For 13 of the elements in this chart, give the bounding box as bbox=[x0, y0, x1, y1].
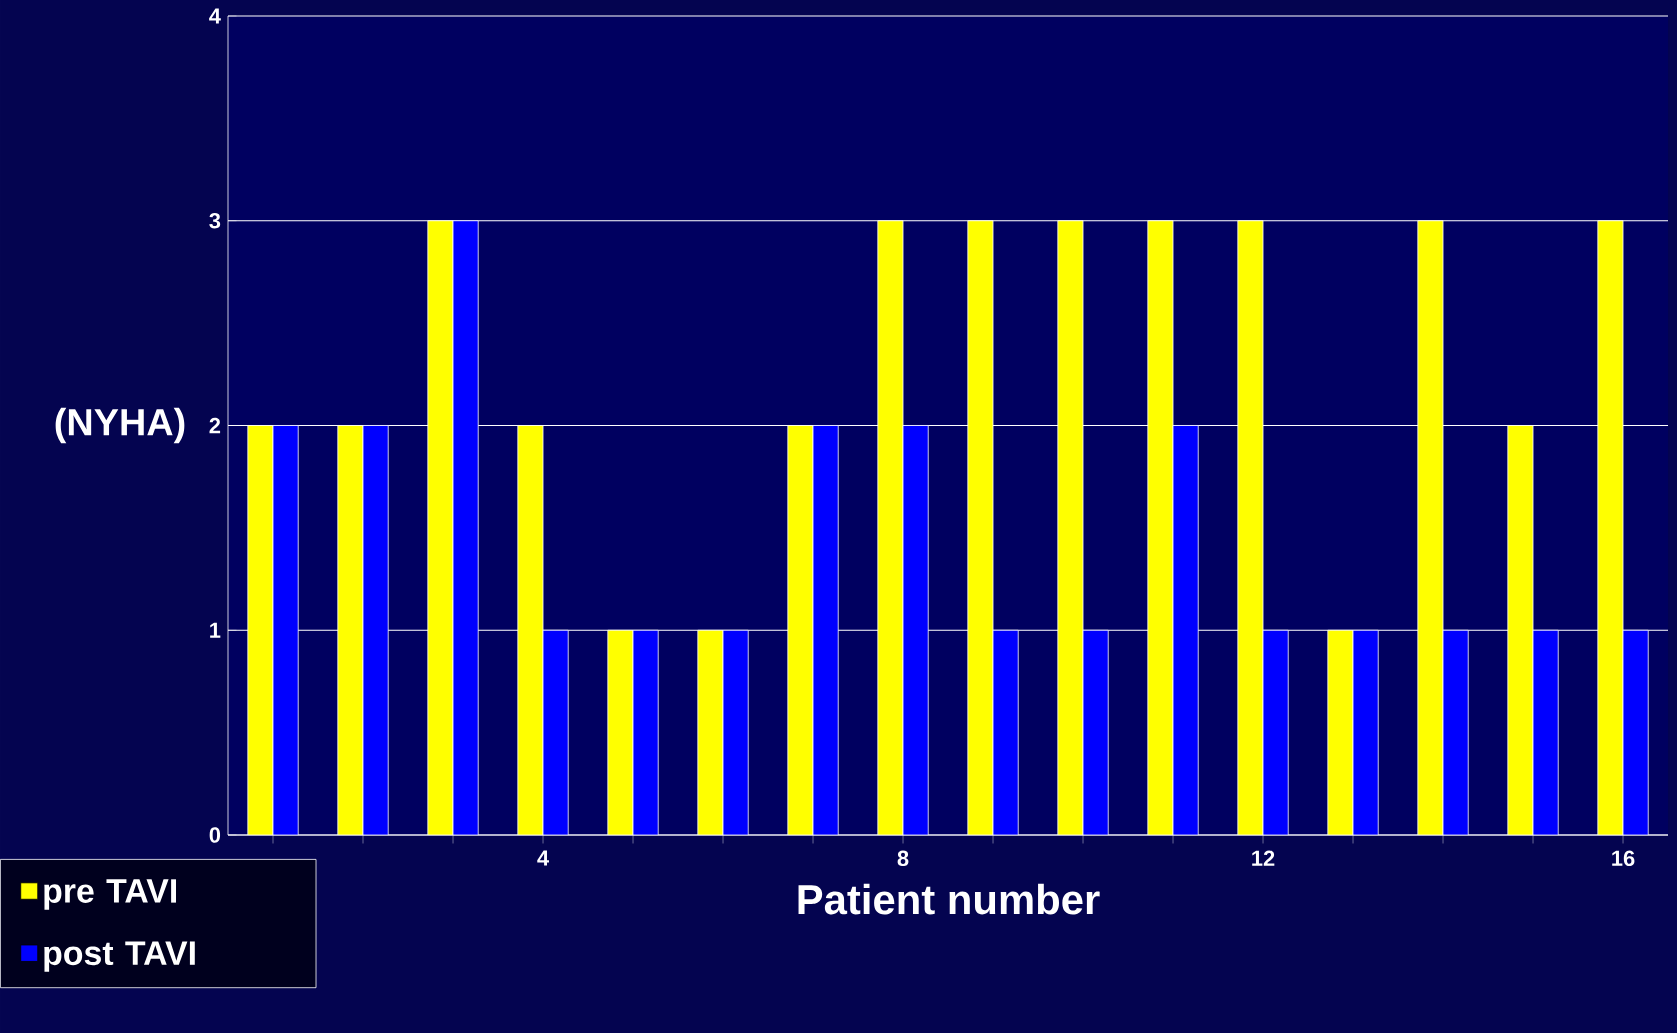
x-axis-title: Patient number bbox=[798, 883, 1100, 915]
y-tick-label: 1 bbox=[210, 622, 221, 638]
y-tick-label: 4 bbox=[209, 8, 221, 24]
x-tick-label: 4 bbox=[537, 850, 549, 866]
legend-label: post TAVI bbox=[44, 941, 195, 972]
y-tick-label: 3 bbox=[209, 212, 221, 229]
y-axis-title: (NYHA) bbox=[55, 407, 185, 444]
y-tick-label: 0 bbox=[209, 827, 221, 843]
x-tick-label: 8 bbox=[897, 850, 909, 867]
y-tick-label: 2 bbox=[209, 417, 221, 434]
x-tick-label: 12 bbox=[1252, 850, 1275, 866]
legend-label: pre TAVI bbox=[44, 879, 176, 910]
x-tick-label: 16 bbox=[1612, 850, 1635, 867]
